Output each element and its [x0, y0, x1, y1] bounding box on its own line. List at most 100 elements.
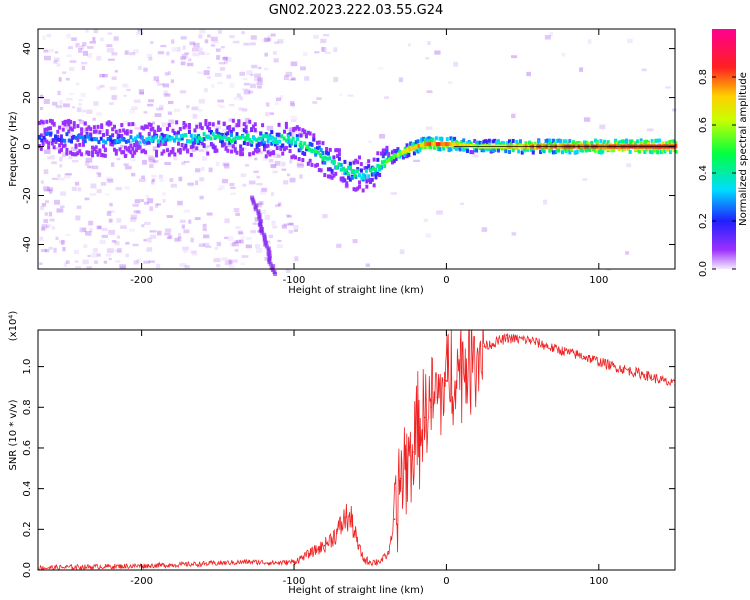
- noise-pixel: [268, 234, 274, 239]
- track-halo-pixel: [273, 142, 277, 147]
- track-halo-pixel: [460, 141, 464, 146]
- snr-point: [323, 544, 326, 547]
- noise-pixel: [199, 195, 204, 200]
- track-halo-pixel: [226, 125, 230, 130]
- track-halo-pixel: [531, 150, 535, 155]
- track-halo-pixel: [394, 157, 398, 162]
- noise-pixel: [288, 230, 293, 234]
- track-core-pixel: [259, 136, 263, 141]
- track-halo-pixel: [606, 140, 610, 145]
- noise-pixel: [272, 153, 280, 158]
- track-halo-pixel: [394, 149, 398, 154]
- noise-pixel: [82, 50, 89, 56]
- noise-pixel: [116, 157, 121, 161]
- track-halo-pixel: [111, 142, 115, 147]
- noise-pixel: [180, 56, 186, 61]
- noise-pixel: [271, 164, 276, 169]
- track-halo-pixel: [557, 148, 561, 153]
- track-halo-pixel: [226, 148, 230, 153]
- track-halo-pixel: [145, 140, 149, 145]
- track-halo-pixel: [429, 145, 433, 150]
- track-halo-pixel: [454, 140, 458, 145]
- noise-pixel: [256, 175, 261, 179]
- colorbar-gradient: [712, 29, 736, 269]
- track-halo-pixel: [661, 148, 665, 153]
- track-halo-pixel: [237, 119, 241, 124]
- noise-pixel: [123, 94, 127, 97]
- noise-pixel: [157, 51, 165, 55]
- track-halo-pixel: [308, 131, 312, 136]
- track-halo-pixel: [480, 142, 484, 147]
- track-halo-pixel: [343, 178, 347, 183]
- track-core-pixel: [396, 152, 400, 157]
- noise-pixel: [107, 32, 113, 35]
- noise-pixel: [526, 71, 531, 77]
- track-halo-pixel: [568, 147, 572, 152]
- snr-line: [38, 330, 675, 570]
- noise-pixel: [165, 228, 172, 233]
- track-halo-pixel: [102, 144, 106, 149]
- noise-pixel: [179, 219, 186, 223]
- noise-pixel: [243, 89, 251, 95]
- noise-pixel: [94, 260, 98, 264]
- noise-pixel: [81, 65, 86, 71]
- track-halo-pixel: [59, 141, 63, 146]
- noise-pixel: [268, 262, 273, 267]
- noise-pixel: [304, 76, 310, 81]
- track-halo-pixel: [506, 141, 510, 146]
- noise-pixel: [96, 253, 101, 257]
- snr-point: [436, 396, 439, 398]
- noise-pixel: [75, 266, 81, 269]
- noise-pixel: [287, 222, 294, 226]
- track-halo-pixel: [74, 144, 78, 149]
- noise-pixel: [184, 52, 190, 55]
- noise-pixel: [165, 93, 170, 96]
- track-core-pixel: [152, 136, 156, 141]
- track-halo-pixel: [215, 128, 219, 133]
- track-halo-pixel: [266, 150, 270, 155]
- track-core-pixel: [408, 147, 412, 151]
- noise-pixel: [92, 37, 96, 42]
- track-halo-pixel: [253, 128, 257, 133]
- noise-pixel: [253, 207, 258, 212]
- track-halo-pixel: [502, 141, 506, 146]
- noise-pixel: [275, 204, 281, 208]
- track-halo-pixel: [118, 147, 122, 152]
- track-halo-pixel: [297, 148, 301, 153]
- noise-pixel: [44, 48, 48, 51]
- noise-pixel: [280, 95, 284, 100]
- noise-pixel: [152, 160, 159, 163]
- spectrogram-frame: [37, 28, 676, 270]
- track-halo-pixel: [240, 152, 244, 157]
- track-core-pixel: [323, 155, 327, 160]
- track-halo-pixel: [58, 125, 62, 130]
- track-halo-pixel: [83, 121, 87, 126]
- noise-pixel: [147, 103, 154, 107]
- track-core-pixel: [278, 139, 282, 144]
- track-halo-pixel: [579, 148, 583, 153]
- noise-pixel: [99, 73, 105, 78]
- noise-pixel: [290, 101, 295, 104]
- track-halo-pixel: [359, 162, 363, 167]
- x-tick-label: -100: [283, 275, 306, 286]
- track-core-pixel: [314, 149, 318, 154]
- track-halo-pixel: [262, 143, 266, 148]
- noise-pixel: [164, 162, 171, 166]
- track-halo-pixel: [283, 147, 287, 152]
- track-halo-pixel: [182, 146, 186, 151]
- track-core-pixel: [63, 138, 67, 143]
- track-halo-pixel: [330, 175, 334, 180]
- track-halo-pixel: [659, 150, 663, 155]
- noise-pixel: [250, 73, 254, 77]
- snr-point: [201, 563, 204, 565]
- track-halo-pixel: [67, 118, 71, 123]
- track-halo-pixel: [169, 149, 173, 154]
- noise-pixel: [137, 29, 142, 32]
- noise-pixel: [163, 93, 171, 98]
- track-halo-pixel: [112, 147, 116, 152]
- track-halo-pixel: [356, 186, 360, 191]
- track-core-pixel: [120, 137, 124, 142]
- track-halo-pixel: [65, 147, 69, 152]
- track-halo-pixel: [290, 155, 294, 160]
- noise-pixel: [72, 106, 76, 109]
